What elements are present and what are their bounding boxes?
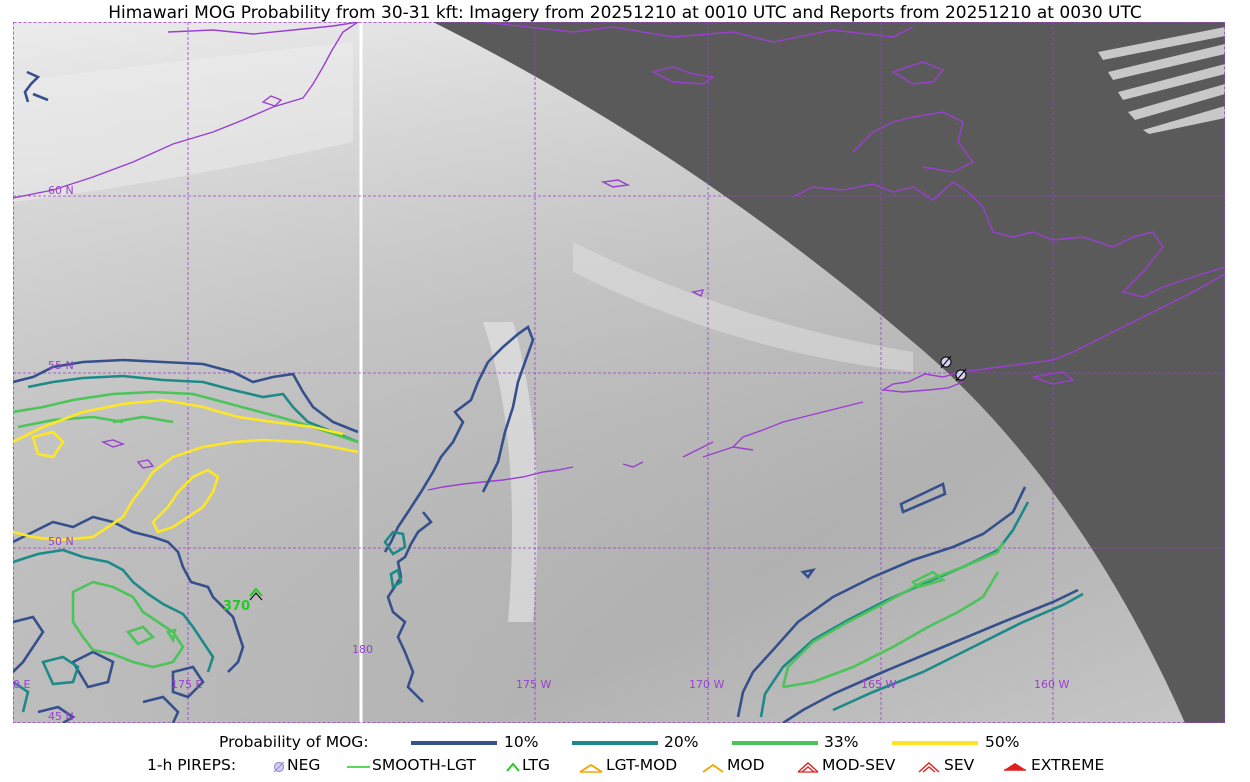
lon-label-165w: 165 W [861, 678, 896, 691]
neg-label: NEG [287, 756, 321, 774]
pirep-legend-title: 1-h PIREPS: [147, 756, 237, 774]
ltg-icon [506, 762, 520, 772]
pirep-legend: 1-h PIREPS: NEG SMOOTH-LGT LTG LGT-MOD M… [0, 756, 1250, 778]
extreme-icon [1004, 763, 1026, 771]
mog-10-label: 10% [504, 733, 539, 751]
mod-sev-label: MOD-SEV [822, 756, 896, 774]
mog-33-swatch [732, 741, 818, 745]
mog-50-label: 50% [985, 733, 1020, 751]
lon-label-160w: 160 W [1034, 678, 1069, 691]
lat-label-55n: 55 N [48, 359, 74, 372]
lon-label-180: 180 [352, 643, 373, 656]
neg-icon [273, 761, 285, 773]
mod-sev-icon [797, 762, 819, 773]
pirep-smooth-lgt-icon [249, 587, 263, 601]
lgt-mod-label: LGT-MOD [606, 756, 678, 774]
lon-label-170e: 170 E [13, 678, 30, 691]
lgt-mod-icon [579, 763, 603, 773]
mog-33-label: 33% [824, 733, 859, 751]
pirep-flight-level: 370 [223, 599, 250, 614]
lat-label-50n: 50 N [48, 535, 74, 548]
mod-icon [702, 763, 724, 773]
smooth-lgt-icon [347, 766, 370, 768]
mod-label: MOD [727, 756, 765, 774]
satellite-map: 370 60 N 55 N 50 N 45 N 170 E 175 E 180 … [13, 22, 1225, 723]
pirep-neg-icon [940, 355, 967, 382]
mog-20-label: 20% [664, 733, 699, 751]
graticule [13, 22, 1225, 723]
extreme-label: EXTREME [1031, 756, 1105, 774]
no-data-region [433, 22, 1225, 723]
lon-label-170w: 170 W [689, 678, 724, 691]
mog-legend: Probability of MOG: 10% 20% 33% 50% [0, 733, 1250, 755]
mog-20-swatch [572, 741, 658, 745]
sev-label: SEV [944, 756, 975, 774]
mog-contour-33 [13, 390, 1005, 689]
map-title: Himawari MOG Probability from 30-31 kft:… [108, 3, 1142, 23]
smooth-lgt-label: SMOOTH-LGT [372, 756, 476, 774]
lon-label-175w: 175 W [516, 678, 551, 691]
mog-10-swatch [411, 741, 497, 745]
coastlines [13, 22, 1225, 491]
lat-label-45n: 45 N [48, 710, 74, 723]
mog-contour-10 [13, 70, 1079, 723]
mog-50-swatch [892, 741, 978, 745]
sev-icon [918, 762, 940, 773]
mog-contour-50 [13, 398, 359, 542]
lon-label-175e: 175 E [171, 678, 202, 691]
lat-label-60n: 60 N [48, 184, 74, 197]
mog-legend-title: Probability of MOG: [219, 733, 369, 751]
ltg-label: LTG [522, 756, 550, 774]
